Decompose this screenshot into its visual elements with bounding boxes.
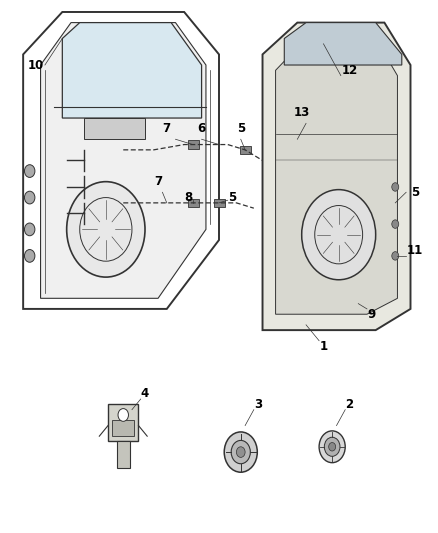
Text: 7: 7 bbox=[154, 175, 162, 188]
Circle shape bbox=[392, 220, 399, 228]
Bar bbox=[240, 146, 251, 154]
Text: 5: 5 bbox=[411, 186, 419, 199]
Text: 9: 9 bbox=[367, 308, 375, 321]
Text: 13: 13 bbox=[293, 106, 310, 119]
Circle shape bbox=[392, 252, 399, 260]
Bar bbox=[84, 118, 145, 139]
Text: 11: 11 bbox=[407, 244, 423, 257]
Circle shape bbox=[25, 191, 35, 204]
Bar bbox=[214, 199, 225, 207]
Circle shape bbox=[328, 442, 336, 451]
Circle shape bbox=[224, 432, 257, 472]
Circle shape bbox=[67, 182, 145, 277]
Text: 12: 12 bbox=[342, 64, 358, 77]
Circle shape bbox=[25, 223, 35, 236]
Bar bbox=[187, 199, 198, 207]
Text: 6: 6 bbox=[198, 122, 206, 135]
Circle shape bbox=[25, 249, 35, 262]
Polygon shape bbox=[41, 22, 206, 298]
Circle shape bbox=[324, 437, 340, 456]
Bar bbox=[113, 420, 134, 436]
Circle shape bbox=[237, 447, 245, 457]
Bar bbox=[117, 441, 130, 468]
Circle shape bbox=[392, 183, 399, 191]
Circle shape bbox=[302, 190, 376, 280]
Polygon shape bbox=[276, 38, 397, 314]
Text: 4: 4 bbox=[141, 387, 149, 400]
Polygon shape bbox=[62, 22, 201, 118]
Text: 8: 8 bbox=[184, 191, 193, 204]
Text: 10: 10 bbox=[28, 59, 44, 71]
Text: 1: 1 bbox=[319, 340, 328, 352]
Polygon shape bbox=[262, 22, 410, 330]
Text: 3: 3 bbox=[254, 398, 262, 411]
Circle shape bbox=[231, 440, 251, 464]
Circle shape bbox=[118, 409, 128, 421]
Circle shape bbox=[25, 165, 35, 177]
Polygon shape bbox=[284, 22, 402, 65]
Text: 7: 7 bbox=[162, 122, 171, 135]
Circle shape bbox=[319, 431, 345, 463]
Bar bbox=[108, 405, 138, 441]
Text: 5: 5 bbox=[228, 191, 236, 204]
Text: 5: 5 bbox=[237, 122, 245, 135]
Text: 2: 2 bbox=[346, 398, 353, 411]
Bar bbox=[187, 140, 198, 149]
